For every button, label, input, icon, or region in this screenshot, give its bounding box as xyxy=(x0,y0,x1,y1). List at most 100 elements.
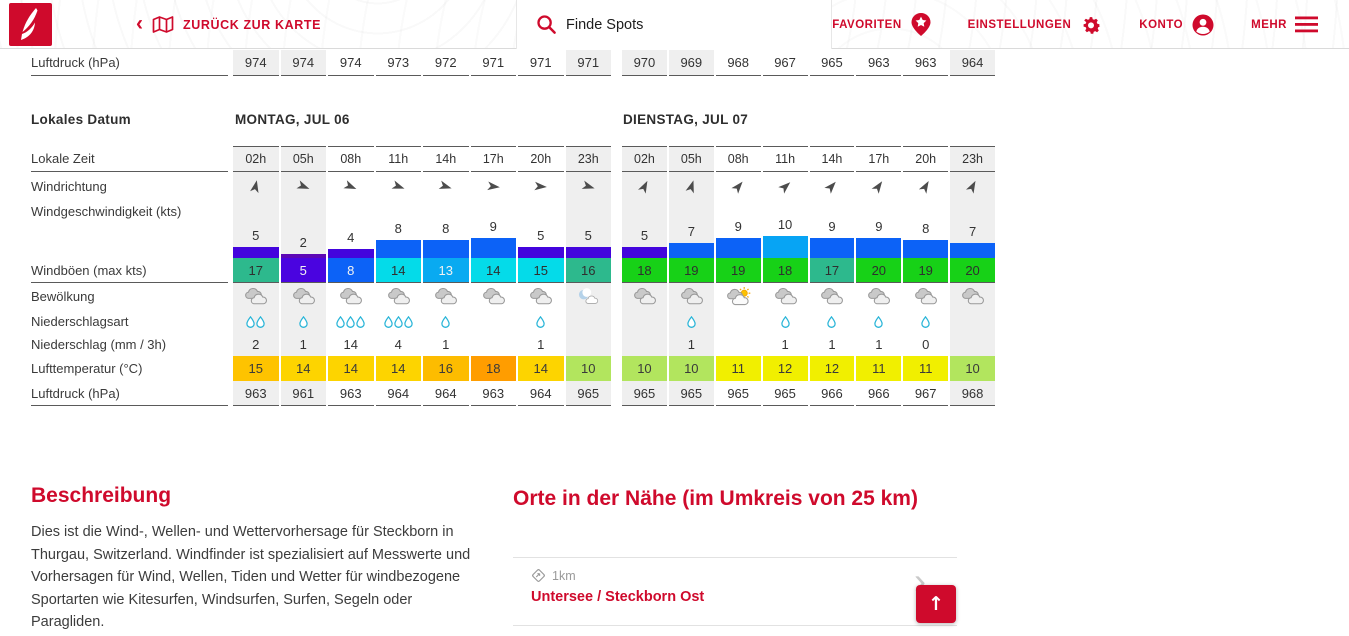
wind-arrow-icon xyxy=(389,176,408,195)
wind-direction-cell xyxy=(280,172,326,200)
scroll-to-top-button[interactable]: ↑ xyxy=(916,585,956,623)
wind-speed-value: 8 xyxy=(922,221,930,236)
wind-speed-cell: 7 xyxy=(950,200,995,258)
nearby-list-item[interactable]: 1km Untersee / Steckborn Ost xyxy=(531,568,931,606)
pin-star-icon xyxy=(910,12,932,37)
nav-favorites[interactable]: FAVORITEN xyxy=(832,12,931,37)
moon-cloud-icon xyxy=(578,287,598,304)
wind-arrow-icon xyxy=(247,177,265,195)
nearby-divider-top xyxy=(513,557,957,558)
cloud-cover-cell xyxy=(715,283,761,310)
label-cloud-cover: Bewölkung xyxy=(31,289,95,304)
wind-speed-cell: 8 xyxy=(903,200,949,258)
label-wind-gusts: Windböen (max kts) xyxy=(31,258,228,283)
wind-direction-cell xyxy=(903,172,949,200)
nav-settings[interactable]: EINSTELLUNGEN xyxy=(968,13,1104,37)
pressure-cell: 965 xyxy=(668,381,714,406)
wind-direction-cell xyxy=(715,172,761,200)
wind-arrow-icon xyxy=(341,176,361,196)
wind-arrow-icon xyxy=(868,176,889,197)
wind-speed-bar xyxy=(668,243,714,258)
pressure-cell: 967 xyxy=(762,50,808,76)
raindrop-icon xyxy=(256,315,265,328)
wind-speed-value: 8 xyxy=(394,221,402,236)
raindrop-icon xyxy=(346,315,355,328)
cloud-cover-cell xyxy=(423,283,469,310)
precip-type-cell xyxy=(762,310,808,333)
precip-type-cell xyxy=(470,310,516,333)
nearby-spot-link[interactable]: Untersee / Steckborn Ost xyxy=(531,589,705,605)
precip-amount-cell: 1 xyxy=(809,333,855,356)
wind-speed-cell: 5 xyxy=(518,200,564,258)
wind-speed-value: 9 xyxy=(875,219,883,234)
nav-account[interactable]: KONTO xyxy=(1139,13,1215,37)
temperature-cell: 16 xyxy=(423,356,469,381)
cloud-cover-cell xyxy=(668,283,714,310)
pressure-row-label-top: Luftdruck (hPa) xyxy=(31,50,228,76)
cloud-cover-cell xyxy=(470,283,516,310)
pressure-cell: 974 xyxy=(233,50,279,76)
raindrop-icon xyxy=(394,315,403,328)
cloudy-icon xyxy=(530,287,553,304)
wind-direction-cell xyxy=(762,172,808,200)
temperature-cell: 11 xyxy=(903,356,949,381)
back-to-map-link[interactable]: ‹ ZURÜCK ZUR KARTE xyxy=(136,0,321,49)
wind-direction-cell xyxy=(668,172,714,200)
pressure-cell: 966 xyxy=(856,381,902,406)
precip-type-cell xyxy=(668,310,714,333)
temperature-cell: 10 xyxy=(622,356,667,381)
temperature-cell: 12 xyxy=(762,356,808,381)
time-cell: 23h xyxy=(565,146,611,172)
wind-speed-cell: 2 xyxy=(280,200,326,258)
pressure-cell: 963 xyxy=(903,50,949,76)
nav-more[interactable]: MEHR xyxy=(1251,16,1318,33)
nav-settings-label: EINSTELLUNGEN xyxy=(967,18,1072,31)
wind-speed-cell: 9 xyxy=(809,200,855,258)
precip-type-cell xyxy=(856,310,902,333)
search-input[interactable] xyxy=(566,16,796,33)
wind-gust-cell: 17 xyxy=(809,258,855,283)
pressure-cell: 973 xyxy=(375,50,421,76)
temperature-cell: 14 xyxy=(375,356,421,381)
precip-type-cell xyxy=(233,310,279,333)
nav-favorites-label: FAVORITEN xyxy=(832,18,902,31)
nav-account-label: KONTO xyxy=(1139,18,1184,31)
wind-speed-bar xyxy=(715,238,761,258)
cloud-cover-cell xyxy=(762,283,808,310)
raindrop-icon xyxy=(356,315,365,328)
wind-speed-value: 4 xyxy=(347,230,355,245)
pressure-cell: 965 xyxy=(715,381,761,406)
precip-amount-cell xyxy=(470,333,516,356)
windfinder-logo[interactable] xyxy=(9,3,52,46)
cloudy-icon xyxy=(680,287,703,304)
nearby-title: Orte in der Nähe (im Umkreis von 25 km) xyxy=(513,487,918,510)
wind-speed-bar xyxy=(470,238,516,258)
precip-amount-cell: 1 xyxy=(423,333,469,356)
wind-speed-cell: 7 xyxy=(668,200,714,258)
precip-amount-cell xyxy=(565,333,611,356)
precip-amount-cell: 1 xyxy=(856,333,902,356)
precip-amount-cell: 1 xyxy=(668,333,714,356)
precip-type-cell xyxy=(903,310,949,333)
wind-speed-bar xyxy=(856,238,902,258)
wind-gust-cell: 14 xyxy=(375,258,421,283)
precip-type-cell xyxy=(280,310,326,333)
row-labels: Lokale Zeit Windrichtung Windgeschwindig… xyxy=(31,146,228,406)
pressure-cell: 974 xyxy=(280,50,326,76)
wind-gust-cell: 14 xyxy=(470,258,516,283)
map-icon xyxy=(152,15,174,34)
time-cell: 11h xyxy=(375,146,421,172)
wind-speed-bar xyxy=(518,247,564,258)
temperature-cell: 18 xyxy=(470,356,516,381)
wind-direction-cell xyxy=(233,172,279,200)
wind-arrow-icon xyxy=(533,178,549,194)
wind-gust-cell: 15 xyxy=(518,258,564,283)
cloudy-icon xyxy=(245,287,268,304)
time-cell: 23h xyxy=(950,146,995,172)
wind-gust-cell: 16 xyxy=(565,258,611,283)
top-navigation-bar: ‹ ZURÜCK ZUR KARTE FAVORITEN xyxy=(0,0,1349,49)
precip-type-cell xyxy=(809,310,855,333)
cloudy-icon xyxy=(774,287,797,304)
label-air-pressure: Luftdruck (hPa) xyxy=(31,381,228,406)
time-cell: 14h xyxy=(423,146,469,172)
